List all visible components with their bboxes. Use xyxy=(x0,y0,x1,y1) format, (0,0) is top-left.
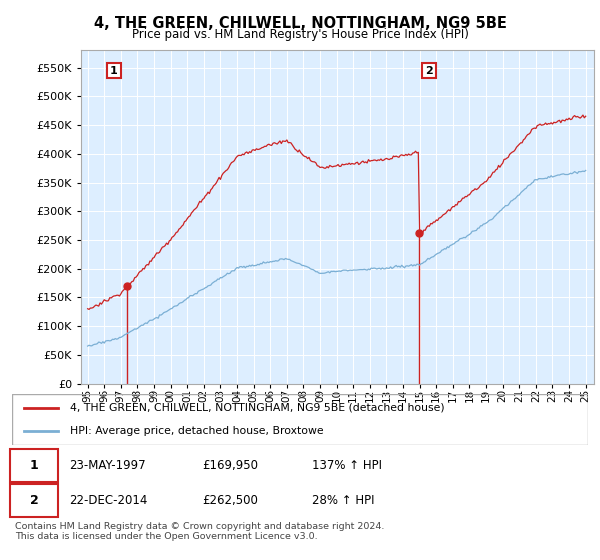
Text: Contains HM Land Registry data © Crown copyright and database right 2024.
This d: Contains HM Land Registry data © Crown c… xyxy=(15,522,385,542)
Text: 1: 1 xyxy=(110,66,118,76)
Text: 4, THE GREEN, CHILWELL, NOTTINGHAM, NG9 5BE: 4, THE GREEN, CHILWELL, NOTTINGHAM, NG9 … xyxy=(94,16,506,31)
Text: Price paid vs. HM Land Registry's House Price Index (HPI): Price paid vs. HM Land Registry's House … xyxy=(131,28,469,41)
FancyBboxPatch shape xyxy=(10,449,58,482)
Text: £262,500: £262,500 xyxy=(202,494,258,507)
Text: 2: 2 xyxy=(425,66,433,76)
Text: HPI: Average price, detached house, Broxtowe: HPI: Average price, detached house, Brox… xyxy=(70,426,323,436)
Text: 23-MAY-1997: 23-MAY-1997 xyxy=(70,459,146,472)
FancyBboxPatch shape xyxy=(10,484,58,517)
Text: 28% ↑ HPI: 28% ↑ HPI xyxy=(311,494,374,507)
Text: 4, THE GREEN, CHILWELL, NOTTINGHAM, NG9 5BE (detached house): 4, THE GREEN, CHILWELL, NOTTINGHAM, NG9 … xyxy=(70,403,444,413)
Text: 22-DEC-2014: 22-DEC-2014 xyxy=(70,494,148,507)
Text: £169,950: £169,950 xyxy=(202,459,258,472)
Text: 137% ↑ HPI: 137% ↑ HPI xyxy=(311,459,382,472)
Text: 2: 2 xyxy=(29,494,38,507)
Text: 1: 1 xyxy=(29,459,38,472)
